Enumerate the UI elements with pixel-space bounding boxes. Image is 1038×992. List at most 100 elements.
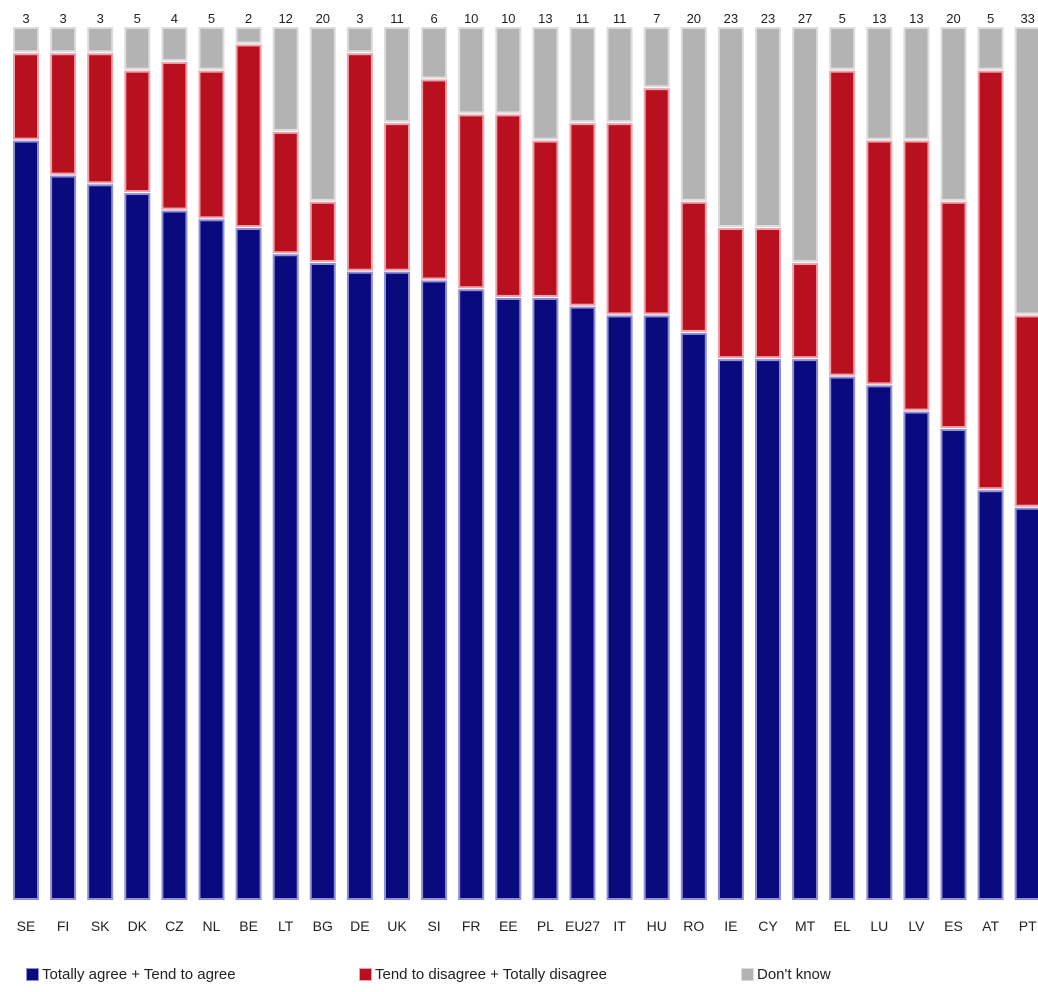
bar-disagree-pl: [532, 140, 559, 297]
bar-agree-es: [940, 429, 967, 900]
bar-disagree-es: [940, 201, 967, 429]
x-tick-label-se: SE: [17, 918, 36, 934]
data-label-dont-know-pl: 13: [538, 11, 552, 26]
legend-label-dont-know: Don't know: [757, 966, 831, 983]
bar-agree-cy: [755, 359, 781, 900]
bar-disagree-nl: [198, 70, 225, 219]
x-tick-label-el: EL: [834, 918, 851, 934]
bar-dont-know-lt: [272, 27, 299, 131]
bar-dont-know-fi: [50, 27, 77, 53]
bar-agree-hu: [643, 315, 670, 901]
data-label-dont-know-es: 20: [946, 11, 960, 26]
bar-disagree-bg: [309, 201, 336, 262]
bar-dont-know-lv: [903, 27, 930, 140]
x-tick-label-cz: CZ: [165, 918, 184, 934]
x-tick-label-it: IT: [613, 918, 626, 934]
bar-dont-know-dk: [124, 27, 151, 70]
data-label-dont-know-se: 3: [22, 11, 29, 26]
bar-agree-it: [606, 315, 633, 901]
bar-agree-de: [346, 271, 373, 901]
legend-label-agree: Totally agree + Tend to agree: [42, 966, 236, 983]
x-tick-label-ee: EE: [499, 918, 518, 934]
data-label-dont-know-dk: 5: [134, 11, 141, 26]
legend-swatch-dont-know: [741, 968, 754, 981]
x-tick-label-at: AT: [982, 918, 999, 934]
bar-disagree-si: [421, 79, 448, 280]
bar-agree-nl: [198, 219, 225, 900]
bar-dont-know-fr: [458, 27, 485, 114]
bar-agree-pt: [1014, 507, 1038, 900]
bar-dont-know-sk: [87, 27, 114, 53]
bar-agree-uk: [384, 271, 410, 901]
legend-label-disagree: Tend to disagree + Totally disagree: [375, 966, 607, 983]
bar-disagree-sk: [87, 53, 114, 184]
bar-agree-pl: [532, 297, 559, 900]
bar-dont-know-si: [421, 27, 448, 79]
x-tick-label-lv: LV: [908, 918, 925, 934]
bar-agree-ie: [717, 359, 744, 900]
bar-agree-bg: [309, 262, 336, 901]
bar-disagree-eu27: [569, 123, 596, 306]
bar-dont-know-lu: [866, 27, 893, 140]
bar-dont-know-es: [940, 27, 967, 201]
bar-dont-know-hu: [643, 27, 670, 88]
x-tick-label-dk: DK: [128, 918, 148, 934]
bar-disagree-cz: [161, 61, 188, 210]
bar-agree-cz: [161, 210, 188, 901]
legend-item-disagree: Tend to disagree + Totally disagree: [359, 966, 607, 983]
x-tick-label-sk: SK: [91, 918, 110, 934]
bar-agree-se: [13, 140, 39, 900]
bar-dont-know-ro: [680, 27, 707, 201]
bar-dont-know-eu27: [569, 27, 596, 123]
bar-dont-know-el: [829, 27, 856, 70]
bar-dont-know-pt: [1014, 27, 1038, 315]
x-tick-label-ro: RO: [683, 918, 704, 934]
bar-disagree-se: [13, 53, 39, 140]
bar-agree-eu27: [569, 306, 596, 900]
x-tick-label-mt: MT: [795, 918, 816, 934]
data-label-dont-know-uk: 11: [390, 11, 404, 26]
data-label-dont-know-lu: 13: [872, 11, 886, 26]
x-tick-label-uk: UK: [387, 918, 407, 934]
data-label-dont-know-fi: 3: [59, 11, 66, 26]
data-label-dont-know-lv: 13: [909, 11, 923, 26]
bar-agree-si: [421, 280, 448, 900]
bar-disagree-lv: [903, 140, 930, 411]
bar-agree-fi: [50, 175, 77, 900]
bar-disagree-ro: [680, 201, 707, 332]
data-label-dont-know-lt: 12: [278, 11, 292, 26]
bar-disagree-fr: [458, 114, 485, 289]
legend-item-agree: Totally agree + Tend to agree: [26, 966, 236, 983]
bar-dont-know-cz: [161, 27, 188, 61]
bar-agree-sk: [87, 184, 114, 900]
bar-disagree-dk: [124, 70, 151, 193]
legend-swatch-disagree: [359, 968, 372, 981]
bar-disagree-pt: [1014, 315, 1038, 507]
x-tick-label-eu27: EU27: [565, 918, 600, 934]
bar-disagree-cy: [755, 228, 781, 359]
data-label-dont-know-fr: 10: [464, 11, 478, 26]
bar-agree-el: [829, 376, 856, 901]
data-label-dont-know-nl: 5: [208, 11, 215, 26]
bar-disagree-mt: [792, 262, 819, 359]
x-tick-label-nl: NL: [203, 918, 221, 934]
data-label-dont-know-cy: 23: [761, 11, 775, 26]
data-label-dont-know-at: 5: [987, 11, 994, 26]
data-label-dont-know-si: 6: [430, 11, 437, 26]
bar-dont-know-se: [13, 27, 39, 53]
bar-agree-dk: [124, 193, 151, 900]
bar-dont-know-ie: [717, 27, 744, 228]
bar-disagree-lt: [272, 131, 299, 254]
data-label-dont-know-it: 11: [613, 11, 627, 26]
bar-disagree-ee: [495, 114, 522, 297]
bar-disagree-be: [235, 44, 262, 228]
bar-agree-at: [977, 490, 1004, 900]
legend: Totally agree + Tend to agree Tend to di…: [0, 966, 1038, 988]
data-label-dont-know-el: 5: [839, 11, 846, 26]
x-tick-label-si: SI: [427, 918, 440, 934]
x-tick-label-fi: FI: [57, 918, 69, 934]
bar-disagree-at: [977, 70, 1004, 490]
x-tick-label-de: DE: [350, 918, 369, 934]
bar-disagree-uk: [384, 123, 410, 271]
bar-dont-know-uk: [384, 27, 410, 123]
